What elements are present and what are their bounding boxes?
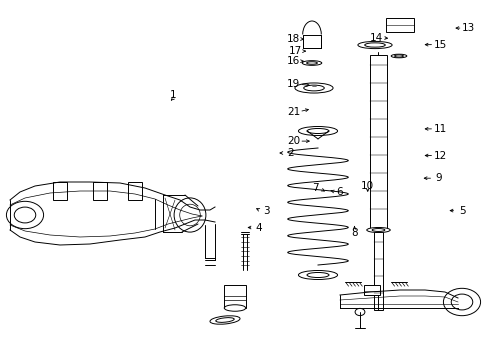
Circle shape <box>443 288 480 316</box>
Ellipse shape <box>371 229 384 231</box>
Text: 9: 9 <box>435 173 442 183</box>
Bar <box>128 182 142 200</box>
Text: 11: 11 <box>432 124 446 134</box>
Text: 12: 12 <box>432 150 446 161</box>
Ellipse shape <box>394 55 403 57</box>
Text: 3: 3 <box>263 206 269 216</box>
Bar <box>385 18 413 32</box>
Circle shape <box>450 294 472 310</box>
Ellipse shape <box>303 85 324 91</box>
Bar <box>302 35 321 48</box>
Ellipse shape <box>302 60 321 65</box>
Text: 18: 18 <box>286 34 300 44</box>
Ellipse shape <box>215 318 234 322</box>
Text: 6: 6 <box>336 186 343 197</box>
Text: 17: 17 <box>288 46 302 56</box>
Bar <box>369 55 386 230</box>
Bar <box>93 182 107 200</box>
Bar <box>53 182 67 200</box>
Text: 5: 5 <box>458 206 465 216</box>
Ellipse shape <box>174 198 205 232</box>
Ellipse shape <box>298 270 337 279</box>
Text: 2: 2 <box>287 148 294 158</box>
Circle shape <box>354 309 364 316</box>
Text: 14: 14 <box>369 33 383 43</box>
Bar <box>364 285 379 295</box>
Circle shape <box>14 207 36 223</box>
Bar <box>373 232 382 310</box>
Ellipse shape <box>306 129 328 134</box>
Ellipse shape <box>306 273 328 278</box>
Ellipse shape <box>209 316 240 324</box>
Ellipse shape <box>180 204 200 226</box>
Text: 1: 1 <box>170 90 177 100</box>
Ellipse shape <box>294 83 332 93</box>
Ellipse shape <box>306 62 317 64</box>
Text: 20: 20 <box>286 136 299 146</box>
Ellipse shape <box>364 43 385 47</box>
Ellipse shape <box>224 305 245 311</box>
Text: 15: 15 <box>432 40 446 50</box>
Text: 4: 4 <box>255 222 262 233</box>
Text: 19: 19 <box>286 79 300 89</box>
Circle shape <box>6 201 43 229</box>
Text: 16: 16 <box>286 56 300 66</box>
Bar <box>224 285 245 308</box>
Text: 8: 8 <box>350 228 357 238</box>
Ellipse shape <box>390 54 406 58</box>
Text: 10: 10 <box>361 181 373 192</box>
Text: 21: 21 <box>286 107 300 117</box>
Ellipse shape <box>298 126 337 135</box>
Text: 7: 7 <box>311 183 318 193</box>
Ellipse shape <box>357 41 391 49</box>
Text: 13: 13 <box>461 23 474 33</box>
Ellipse shape <box>366 228 389 233</box>
